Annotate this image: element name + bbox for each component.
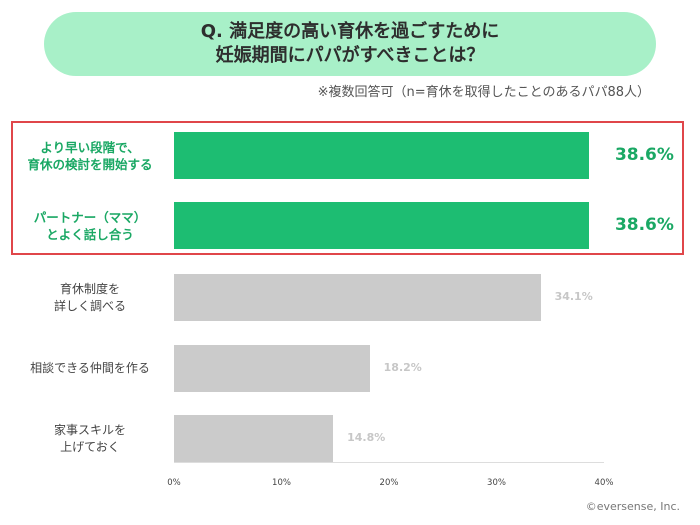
category-label-line: 詳しく調べる: [53, 298, 126, 313]
highlight-frame: [11, 121, 684, 255]
category-label-line: より早い段階で、: [40, 139, 140, 155]
category-label-line: パートナー（ママ）: [33, 209, 147, 225]
bar-value-label: 38.6%: [614, 144, 674, 165]
x-tick-label: 40%: [594, 478, 614, 488]
chart-subtitle: ※複数回答可（n=育休を取得したことのあるパパ88人）: [317, 85, 650, 100]
bar: [174, 415, 334, 462]
category-label: 育休制度を詳しく調べる: [14, 281, 166, 315]
bar-value-label: 38.6%: [614, 214, 674, 235]
category-label-line: とよく話し合う: [46, 226, 134, 242]
category-label-line: 相談できる仲間を作る: [30, 361, 150, 375]
category-label-line: 上げておく: [60, 439, 120, 454]
category-label: 家事スキルを 上げておく: [14, 422, 166, 456]
bar: [174, 202, 589, 249]
chart-title-line2: 妊娠期間にパパがすべきことは？: [215, 45, 485, 66]
bar: [174, 345, 370, 392]
category-label: 相談できる仲間を作る: [14, 360, 166, 377]
x-tick-label: 10%: [272, 478, 291, 488]
x-tick-label: 0%: [167, 478, 181, 488]
bar-value-label: 14.8%: [347, 430, 386, 444]
bar: [174, 132, 589, 179]
x-tick-label: 20%: [379, 478, 399, 488]
category-label-line: 育休の検討を開始する: [27, 156, 153, 172]
chart-title-line1: Q. 満足度の高い育休を過ごすために: [200, 21, 500, 42]
category-label: より早い段階で、 育休の検討を開始する: [14, 139, 166, 173]
x-tick-label: 30%: [487, 478, 506, 488]
category-label-line: 育休制度を: [59, 281, 120, 296]
title-banner: [44, 12, 656, 76]
category-label-line: 家事スキルを: [53, 422, 126, 437]
bar-value-label: 18.2%: [383, 360, 422, 374]
x-axis-line: [174, 462, 604, 463]
category-label: パートナー（ママ） とよく話し合う: [14, 209, 166, 243]
copyright: ©eversense, Inc.: [585, 500, 680, 513]
bar-value-label: 34.1%: [554, 289, 593, 303]
bar: [174, 274, 541, 321]
